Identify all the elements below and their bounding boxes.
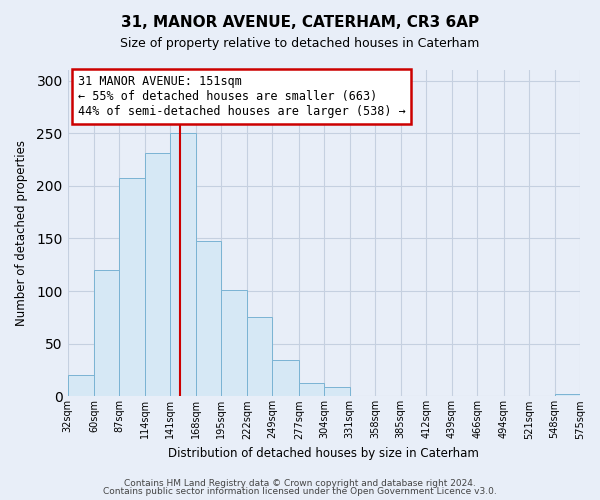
Bar bbox=[170, 133, 196, 396]
Bar bbox=[221, 290, 247, 397]
X-axis label: Distribution of detached houses by size in Caterham: Distribution of detached houses by size … bbox=[169, 447, 479, 460]
Bar bbox=[299, 382, 324, 396]
Y-axis label: Number of detached properties: Number of detached properties bbox=[15, 140, 28, 326]
Bar bbox=[119, 178, 145, 396]
Text: 31 MANOR AVENUE: 151sqm
← 55% of detached houses are smaller (663)
44% of semi-d: 31 MANOR AVENUE: 151sqm ← 55% of detache… bbox=[78, 75, 406, 118]
Bar bbox=[68, 376, 94, 396]
Text: Contains public sector information licensed under the Open Government Licence v3: Contains public sector information licen… bbox=[103, 487, 497, 496]
Text: Contains HM Land Registry data © Crown copyright and database right 2024.: Contains HM Land Registry data © Crown c… bbox=[124, 478, 476, 488]
Bar bbox=[196, 240, 221, 396]
Text: 31, MANOR AVENUE, CATERHAM, CR3 6AP: 31, MANOR AVENUE, CATERHAM, CR3 6AP bbox=[121, 15, 479, 30]
Bar bbox=[272, 360, 299, 397]
Bar bbox=[247, 318, 272, 396]
Bar bbox=[554, 394, 580, 396]
Text: Size of property relative to detached houses in Caterham: Size of property relative to detached ho… bbox=[121, 38, 479, 51]
Bar bbox=[94, 270, 119, 396]
Bar bbox=[145, 153, 170, 396]
Bar bbox=[324, 387, 350, 396]
